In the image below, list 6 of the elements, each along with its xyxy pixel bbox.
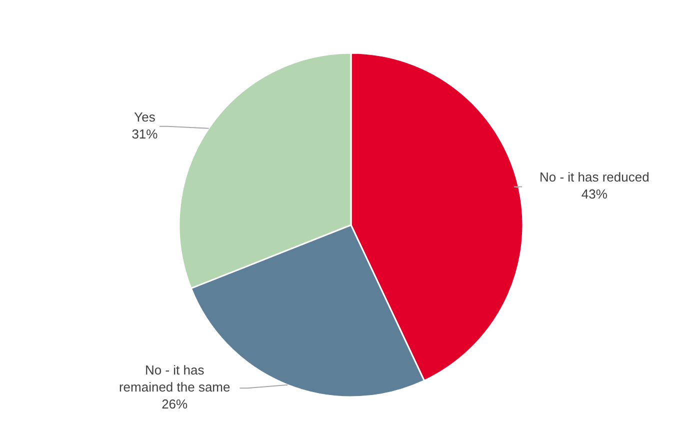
slice-label: Yes [134,109,156,124]
data-label: 31% [132,126,158,142]
data-label: 26% [162,396,188,412]
slice-label: No - it has reduced [539,170,650,185]
slice-label: No - it has remained the same [118,362,230,395]
data-label: 43% [581,186,608,202]
